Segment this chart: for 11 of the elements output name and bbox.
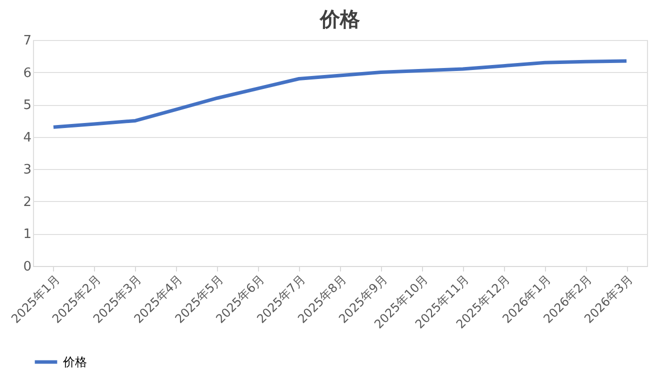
legend-label: 价格 bbox=[62, 355, 87, 369]
y-tick-label: 1 bbox=[23, 227, 32, 242]
y-tick-label: 4 bbox=[23, 130, 32, 146]
y-tick-label: 7 bbox=[23, 34, 32, 48]
y-tick-label: 6 bbox=[23, 66, 32, 81]
y-tick-label: 2 bbox=[23, 194, 32, 210]
y-tick-label: 5 bbox=[23, 98, 32, 114]
chart-title: 价格 bbox=[319, 7, 361, 31]
line-series bbox=[52, 59, 628, 129]
y-tick-label: 0 bbox=[23, 260, 32, 274]
y-tick-label: 3 bbox=[23, 162, 32, 178]
